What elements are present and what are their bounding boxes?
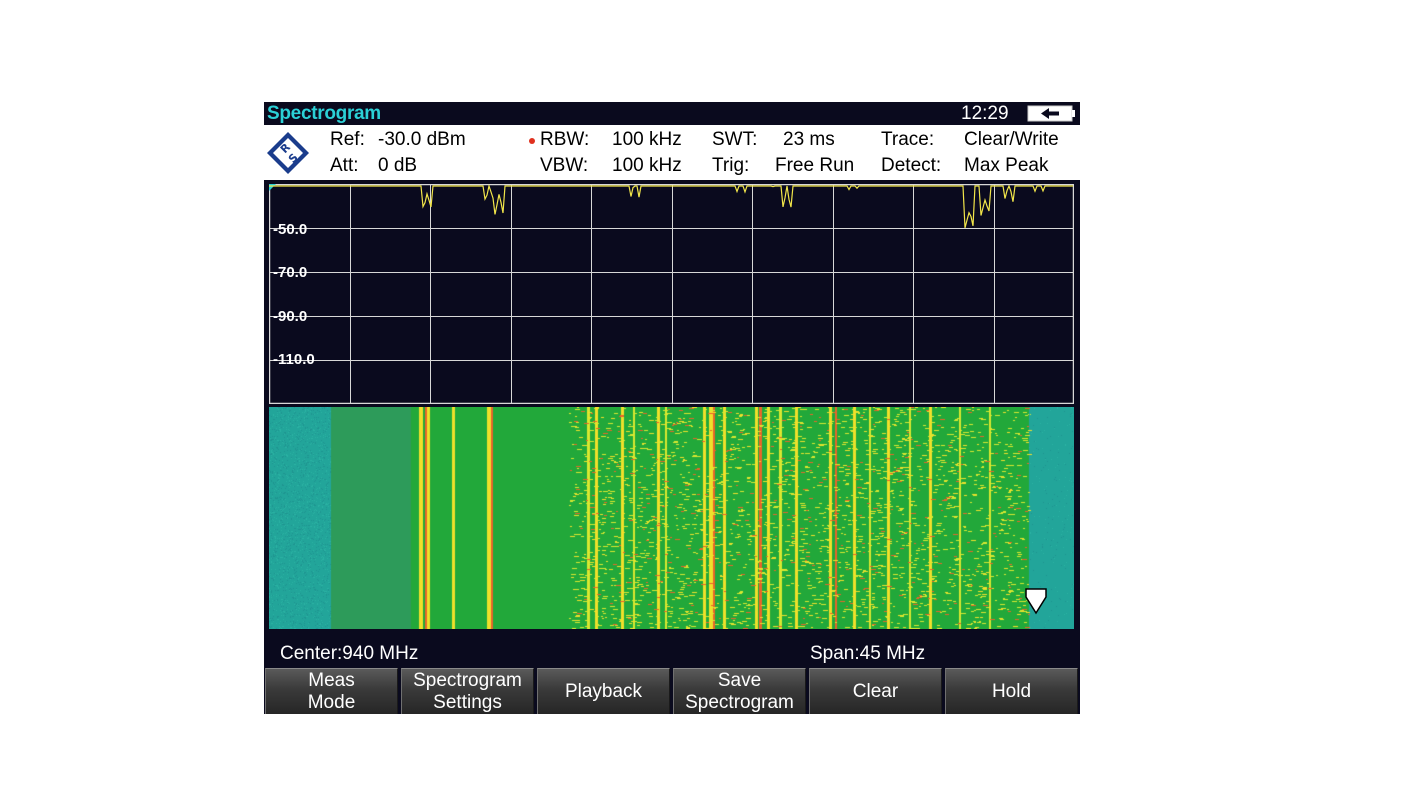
spectrum-trace <box>269 184 1073 229</box>
rohde-schwarz-logo: R S <box>267 132 309 174</box>
y-tick-label: -110.0 <box>273 351 315 368</box>
softkey-label-line2: Spectrogram <box>685 691 794 713</box>
y-tick-label: -50.0 <box>273 221 307 238</box>
ref-value: -30.0 dBm <box>378 129 466 150</box>
trace-value: Clear/Write <box>964 129 1059 150</box>
mode-title: Spectrogram <box>267 103 381 124</box>
spectrogram-waterfall[interactable] <box>269 407 1074 629</box>
att-value: 0 dB <box>378 155 418 176</box>
swt-value: 23 ms <box>783 129 835 150</box>
softkey-label-line1: Save <box>717 669 762 691</box>
spectrogram-settings-softkey[interactable]: Spectrogram Settings <box>401 668 534 714</box>
spectrum-plot: -50.0 -70.0 -90.0 -110.0 <box>269 184 1074 404</box>
softkey-label-line2: Mode <box>307 691 356 713</box>
softkey-label-line1: Spectrogram <box>413 669 522 691</box>
rbw-label: RBW: <box>540 129 590 150</box>
y-tick-label: -70.0 <box>273 264 307 281</box>
spectrum-grid <box>269 184 1074 404</box>
title-bar: Spectrogram 12:29 <box>264 102 1080 125</box>
softkey-label-line1: Playback <box>564 680 643 702</box>
instrument-screen: Spectrogram 12:29 R S Ref: -30.0 dBm Att… <box>264 102 1080 714</box>
meas-mode-softkey[interactable]: Meas Mode <box>265 668 398 714</box>
rbw-indicator-dot <box>529 138 535 144</box>
att-label: Att: <box>330 155 359 176</box>
trig-value: Free Run <box>775 155 855 176</box>
vbw-value: 100 kHz <box>612 155 682 176</box>
span-frequency: Span:45 MHz <box>810 643 926 664</box>
center-frequency: Center:940 MHz <box>280 643 419 664</box>
swt-label: SWT: <box>712 129 758 150</box>
spectrum-display[interactable]: -50.0 -70.0 -90.0 -110.0 <box>269 184 1074 404</box>
battery-icon <box>1027 105 1075 122</box>
settings-header: R S Ref: -30.0 dBm Att: 0 dB RBW: 100 kH… <box>264 125 1080 180</box>
marker-icon[interactable] <box>1024 587 1048 615</box>
softkey-label-line1: Clear <box>852 680 899 702</box>
trace-label: Trace: <box>881 129 935 150</box>
clear-softkey[interactable]: Clear <box>809 668 942 714</box>
save-spectrogram-softkey[interactable]: Save Spectrogram <box>673 668 806 714</box>
softkey-label-line1: Meas <box>308 669 355 691</box>
vbw-label: VBW: <box>540 155 589 176</box>
ref-label: Ref: <box>330 129 365 150</box>
hold-softkey[interactable]: Hold <box>945 668 1078 714</box>
frequency-footer: Center:940 MHz Span:45 MHz <box>264 640 1080 666</box>
rbw-value: 100 kHz <box>612 129 682 150</box>
detect-label: Detect: <box>881 155 942 176</box>
spectrogram-canvas <box>269 407 1074 629</box>
y-tick-label: -90.0 <box>273 308 307 325</box>
clock: 12:29 <box>961 103 1009 124</box>
detect-value: Max Peak <box>964 155 1049 176</box>
softkey-bar: Meas Mode Spectrogram Settings Playback … <box>264 666 1080 714</box>
playback-softkey[interactable]: Playback <box>537 668 670 714</box>
softkey-label-line1: Hold <box>991 680 1032 702</box>
trig-label: Trig: <box>712 155 750 176</box>
softkey-label-line2: Settings <box>433 691 502 713</box>
